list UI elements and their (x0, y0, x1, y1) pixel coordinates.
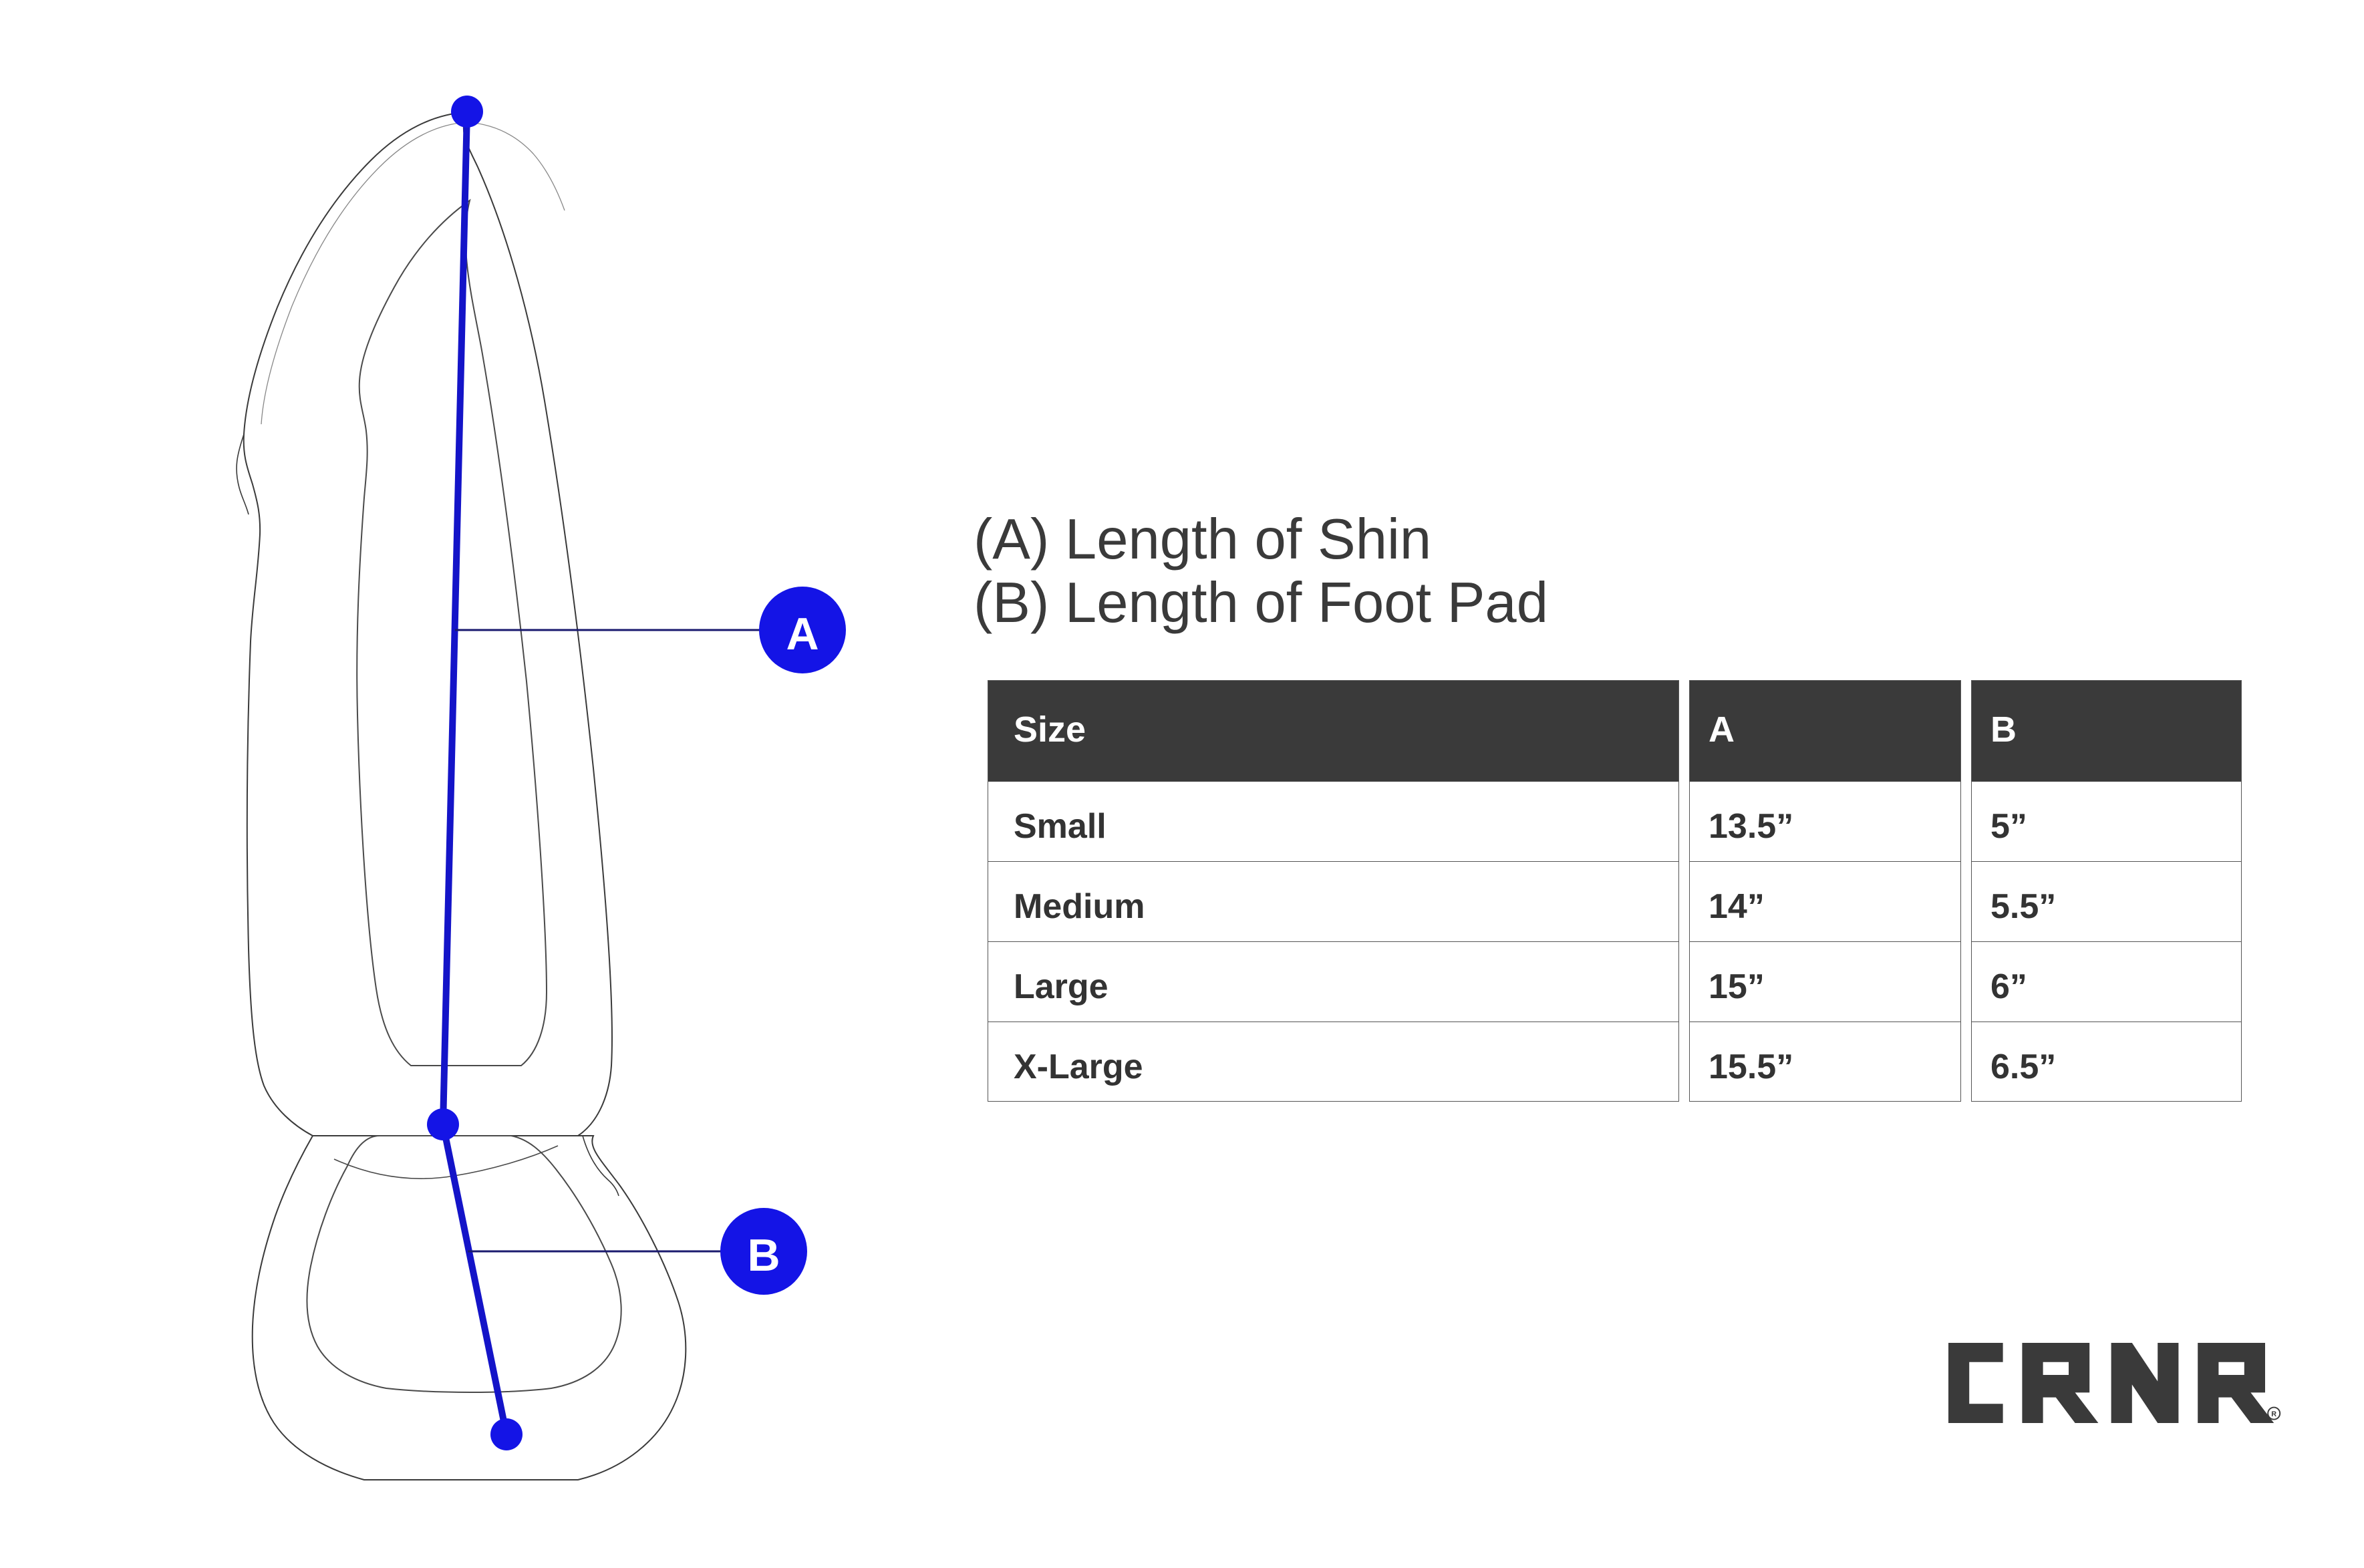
svg-text:B: B (747, 1230, 780, 1281)
svg-text:R: R (2271, 1410, 2276, 1418)
svg-text:A: A (786, 609, 819, 659)
